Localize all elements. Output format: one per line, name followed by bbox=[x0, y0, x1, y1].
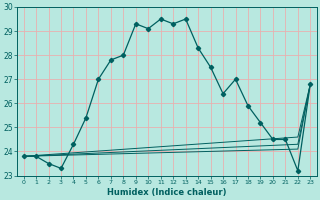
X-axis label: Humidex (Indice chaleur): Humidex (Indice chaleur) bbox=[107, 188, 227, 197]
